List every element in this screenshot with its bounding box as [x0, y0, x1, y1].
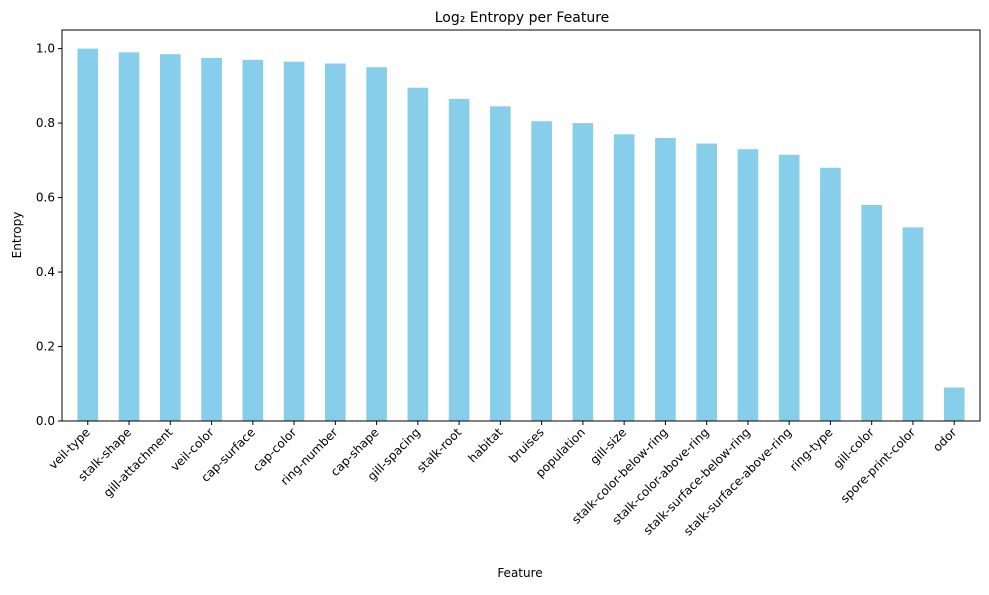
bar-stalk-color-below-ring	[655, 137, 676, 422]
chart-title: Log₂ Entropy per Feature	[435, 10, 610, 26]
bar-stalk-root	[448, 98, 470, 421]
bar-veil-type	[77, 48, 99, 422]
y-tick-label: 1.0	[36, 42, 55, 56]
x-axis-label: Feature	[497, 566, 542, 580]
bar-ring-number	[325, 63, 346, 421]
bar-stalk-color-above-ring	[696, 143, 717, 421]
bar-stalk-surface-below-ring	[737, 149, 759, 421]
y-tick-label: 0.0	[36, 414, 55, 428]
y-axis-label: Entropy	[10, 212, 24, 259]
bar-odor	[943, 387, 965, 421]
y-tick-label: 0.8	[36, 116, 55, 130]
bar-cap-shape	[366, 67, 387, 422]
bar-gill-size	[613, 134, 635, 421]
bar-population	[572, 123, 594, 421]
bar-gill-spacing	[407, 87, 429, 421]
bar-bruises	[531, 121, 552, 421]
bar-gill-attachment	[159, 54, 181, 421]
bar-series	[77, 48, 965, 422]
bar-spore-print-color	[902, 227, 924, 421]
y-axis-ticks: 0.0 0.2 0.4 0.6 0.8 1.0	[36, 42, 62, 428]
bar-cap-surface	[242, 59, 264, 421]
bar-ring-type	[820, 167, 841, 421]
bar-veil-color	[201, 57, 222, 422]
bar-stalk-shape	[118, 52, 140, 422]
bar-cap-color	[283, 61, 305, 422]
y-tick-label: 0.2	[36, 340, 55, 354]
y-tick-label: 0.4	[36, 265, 55, 279]
y-tick-label: 0.6	[36, 191, 55, 205]
bar-gill-color	[861, 205, 883, 421]
bar-habitat	[490, 106, 511, 421]
plot-frame	[61, 29, 981, 422]
bar-stalk-surface-above-ring	[778, 154, 800, 421]
